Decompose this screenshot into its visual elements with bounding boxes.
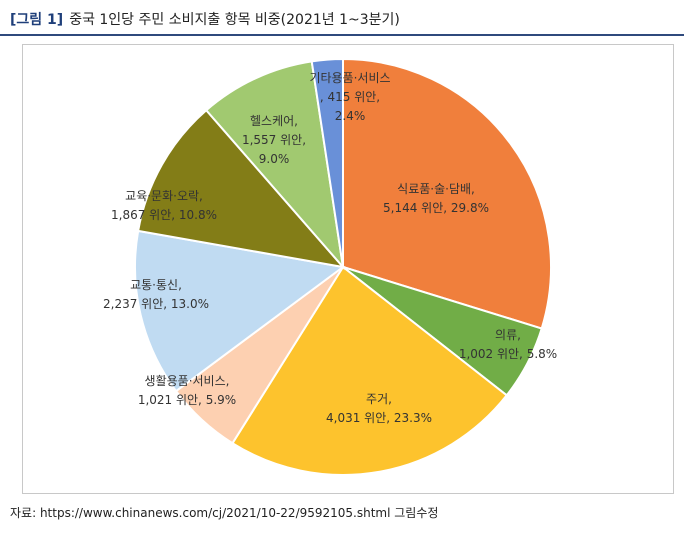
- pie-data-label-line: 2.4%: [335, 109, 366, 123]
- pie-data-label-line: 헬스케어,: [250, 114, 298, 128]
- figure-title-text: 중국 1인당 주민 소비지출 항목 비중(2021년 1~3분기): [69, 12, 400, 28]
- pie-data-label-line: 기타용품·서비스: [309, 71, 390, 85]
- pie-data-label: 교통·통신, 2,237 위안, 13.0%: [103, 278, 209, 311]
- pie-slice: [310, 57, 344, 268]
- figure-title: [그림 1] 중국 1인당 주민 소비지출 항목 비중(2021년 1~3분기): [10, 8, 400, 30]
- pie-data-label: 식료품·술·담배, 5,144 위안, 29.8%: [383, 182, 489, 215]
- chart-frame: 식료품·술·담배, 5,144 위안, 29.8% 의류, 1,002 위안, 5.8…: [22, 44, 674, 494]
- figure-label: [그림 1]: [10, 12, 64, 28]
- pie-data-label-line: 5,144 위안, 29.8%: [383, 201, 489, 215]
- pie-data-label-line: 교통·통신,: [130, 278, 182, 292]
- pie-data-label: 헬스케어, 1,557 위안, 9.0%: [242, 114, 306, 166]
- pie-data-label-line: 1,557 위안,: [242, 133, 306, 147]
- pie-data-label: 의류, 1,002 위안, 5.8%: [459, 328, 557, 361]
- pie-data-label: 기타용품·서비스 , 415 위안, 2.4%: [309, 71, 390, 123]
- pie-data-label-line: 식료품·술·담배,: [397, 182, 475, 196]
- pie-data-label-line: 주거,: [366, 392, 392, 406]
- pie-data-label: 교육·문화·오락, 1,867 위안, 10.8%: [111, 189, 217, 222]
- pie-slice: [342, 57, 552, 330]
- pie-data-label: 주거, 4,031 위안, 23.3%: [326, 392, 432, 425]
- title-rule: [0, 34, 684, 36]
- pie-slice: [204, 60, 345, 271]
- pie-slice: [136, 108, 346, 269]
- pie-data-label-line: 9.0%: [259, 152, 290, 166]
- pie-data-label-line: 4,031 위안, 23.3%: [326, 411, 432, 425]
- pie-chart: 식료품·술·담배, 5,144 위안, 29.8% 의류, 1,002 위안, 5.8…: [103, 57, 557, 476]
- pie-slice: [134, 229, 346, 393]
- pie-data-label-line: 1,002 위안, 5.8%: [459, 347, 557, 361]
- pie-data-label-line: 교육·문화·오락,: [125, 189, 203, 203]
- pie-data-label: 생활용품·서비스, 1,021 위안, 5.9%: [138, 374, 236, 407]
- pie-data-label-line: 생활용품·서비스,: [145, 374, 230, 388]
- source-note: 자료: https://www.chinanews.com/cj/2021/10…: [10, 506, 439, 520]
- pie-data-label-line: 의류,: [495, 328, 521, 342]
- pie-data-label-line: , 415 위안,: [320, 90, 380, 104]
- pie-data-label-line: 2,237 위안, 13.0%: [103, 297, 209, 311]
- pie-data-label-line: 1,021 위안, 5.9%: [138, 393, 236, 407]
- pie-data-label-line: 1,867 위안, 10.8%: [111, 208, 217, 222]
- pie-slice: [231, 265, 509, 476]
